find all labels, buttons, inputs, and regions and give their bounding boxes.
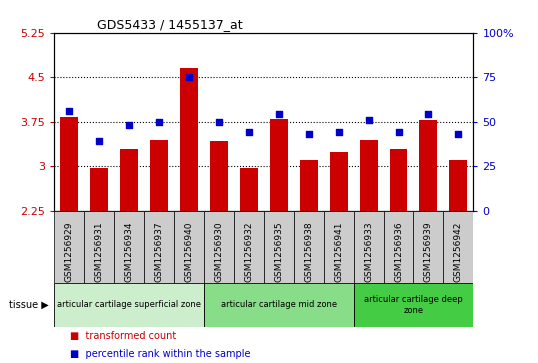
Bar	[204, 283, 353, 327]
Bar	[233, 211, 264, 283]
Text: ■  transformed count: ■ transformed count	[70, 331, 176, 341]
Bar	[323, 211, 353, 283]
Bar	[90, 168, 108, 211]
Bar	[210, 141, 228, 211]
Point	[394, 129, 403, 135]
Bar	[54, 211, 84, 283]
Bar	[60, 118, 78, 211]
Text: GSM1256938: GSM1256938	[304, 221, 313, 282]
Point	[154, 119, 163, 125]
Text: GSM1256932: GSM1256932	[244, 221, 253, 282]
Bar	[264, 211, 294, 283]
Point	[364, 117, 373, 123]
Bar	[114, 211, 144, 283]
Text: tissue ▶: tissue ▶	[9, 300, 48, 310]
Point	[65, 108, 73, 114]
Bar	[414, 211, 443, 283]
Point	[274, 111, 283, 117]
Text: GSM1256931: GSM1256931	[94, 221, 103, 282]
Bar	[180, 68, 197, 211]
Bar	[150, 140, 168, 211]
Bar	[174, 211, 204, 283]
Text: articular cartilage superficial zone: articular cartilage superficial zone	[56, 301, 201, 309]
Text: GSM1256942: GSM1256942	[454, 221, 463, 282]
Bar	[359, 140, 378, 211]
Text: GSM1256930: GSM1256930	[214, 221, 223, 282]
Text: GDS5433 / 1455137_at: GDS5433 / 1455137_at	[97, 18, 243, 31]
Text: GSM1256929: GSM1256929	[64, 221, 73, 282]
Bar	[300, 160, 317, 211]
Bar	[54, 283, 204, 327]
Point	[305, 131, 313, 137]
Bar	[353, 283, 473, 327]
Text: ■  percentile rank within the sample: ■ percentile rank within the sample	[70, 349, 251, 359]
Text: GSM1256933: GSM1256933	[364, 221, 373, 282]
Point	[214, 119, 223, 125]
Bar	[443, 211, 473, 283]
Text: GSM1256941: GSM1256941	[334, 221, 343, 282]
Text: GSM1256936: GSM1256936	[394, 221, 403, 282]
Bar	[270, 119, 288, 211]
Text: GSM1256937: GSM1256937	[154, 221, 163, 282]
Bar	[449, 160, 468, 211]
Point	[124, 122, 133, 128]
Bar	[239, 168, 258, 211]
Point	[95, 138, 103, 144]
Bar	[84, 211, 114, 283]
Bar	[330, 152, 348, 211]
Bar	[390, 150, 407, 211]
Text: GSM1256940: GSM1256940	[184, 221, 193, 282]
Point	[334, 129, 343, 135]
Point	[454, 131, 463, 137]
Text: articular cartilage deep
zone: articular cartilage deep zone	[364, 295, 463, 315]
Point	[185, 74, 193, 80]
Bar	[204, 211, 233, 283]
Text: GSM1256934: GSM1256934	[124, 221, 133, 282]
Text: articular cartilage mid zone: articular cartilage mid zone	[221, 301, 337, 309]
Text: GSM1256939: GSM1256939	[424, 221, 433, 282]
Bar	[120, 150, 138, 211]
Bar	[294, 211, 323, 283]
Text: GSM1256935: GSM1256935	[274, 221, 283, 282]
Bar	[144, 211, 174, 283]
Point	[244, 129, 253, 135]
Bar	[420, 120, 437, 211]
Bar	[384, 211, 414, 283]
Bar	[353, 211, 384, 283]
Point	[424, 111, 433, 117]
